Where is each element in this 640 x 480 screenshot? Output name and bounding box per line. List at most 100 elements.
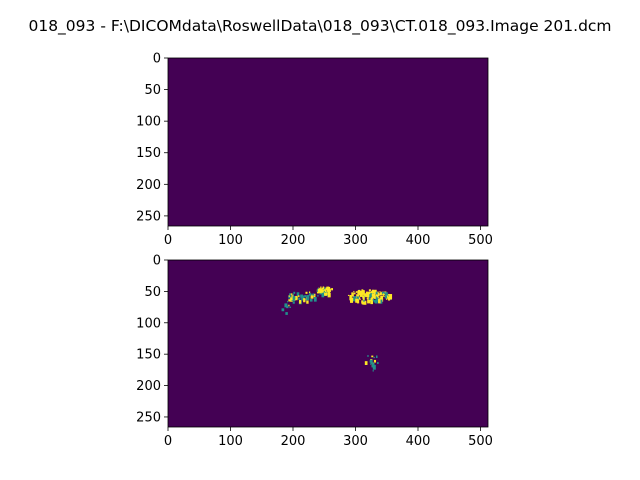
heatmap-pixel xyxy=(371,292,373,296)
heatmap-pixel xyxy=(367,294,370,297)
heatmap-pixel xyxy=(313,293,316,296)
heatmap-pixel xyxy=(379,291,381,293)
heatmap-pixel xyxy=(290,297,293,302)
heatmap-pixel xyxy=(292,296,296,300)
heatmap-pixel xyxy=(373,295,376,299)
x-tick-label: 200 xyxy=(281,233,306,248)
heatmap-pixel xyxy=(323,290,325,292)
heatmap-pixel xyxy=(372,369,374,372)
heatmap-pixel xyxy=(367,355,369,357)
y-tick-label: 250 xyxy=(136,410,161,425)
heatmap-pixel xyxy=(290,293,293,295)
heatmap-pixel xyxy=(324,292,327,296)
heatmap-pixel xyxy=(362,290,365,295)
heatmap-pixel xyxy=(318,287,320,289)
heatmap-pixel xyxy=(303,298,306,303)
heatmap-pixel xyxy=(357,292,359,294)
heatmap-pixel xyxy=(288,295,290,297)
top-heatmap-panel: 0 100 200 300 400 500 0 50 100 150 200 250 xyxy=(136,52,493,249)
heatmap-pixel xyxy=(389,294,393,299)
heatmap-pixel xyxy=(375,291,378,295)
heatmap-pixel xyxy=(288,304,290,307)
heatmap-pixel xyxy=(327,289,331,294)
heatmap-pixel xyxy=(309,298,313,302)
heatmap-pixel xyxy=(289,293,292,296)
heatmap-pixel xyxy=(286,300,289,303)
heatmap-pixel xyxy=(374,289,377,294)
heatmap-pixel xyxy=(368,289,371,292)
heatmap-pixel xyxy=(321,291,324,293)
heatmap-pixel xyxy=(367,292,369,295)
heatmap-pixel xyxy=(322,286,325,289)
x-tick-label: 200 xyxy=(281,434,306,449)
axes-frame xyxy=(167,57,489,227)
heatmap-pixel xyxy=(325,287,328,290)
heatmap-pixel xyxy=(373,359,377,363)
y-tick-label: 150 xyxy=(136,348,161,363)
heatmap-pixel xyxy=(320,286,322,289)
heatmap-pixel xyxy=(371,297,374,300)
heatmap-pixel xyxy=(319,289,322,294)
y-tick-label: 100 xyxy=(136,316,161,331)
bright-region xyxy=(281,299,295,315)
heatmap-pixel xyxy=(361,300,365,305)
bright-region xyxy=(347,289,393,305)
heatmap-pixel xyxy=(370,363,372,365)
heatmap-pixel xyxy=(373,356,375,359)
heatmap-pixel xyxy=(284,303,288,308)
heatmap-pixel xyxy=(293,291,296,294)
heatmap-pixel xyxy=(375,296,377,299)
heatmap-pixel xyxy=(327,288,330,291)
heatmap-pixel xyxy=(331,288,334,291)
heatmap-pixel xyxy=(359,291,363,297)
heatmap-pixel xyxy=(291,300,293,302)
y-tick-label: 100 xyxy=(136,115,161,130)
heatmap-pixel xyxy=(320,288,323,292)
x-tick-label: 500 xyxy=(468,434,493,449)
bright-region xyxy=(364,355,379,372)
heatmap-pixel xyxy=(291,295,294,299)
heatmap-pixel xyxy=(381,291,385,295)
heatmap-pixel xyxy=(369,292,372,298)
heatmap-pixel xyxy=(350,297,354,301)
heatmap-pixel xyxy=(369,360,372,363)
heatmap-pixel xyxy=(378,296,380,299)
heatmap-pixel xyxy=(372,298,375,302)
heatmap-pixel xyxy=(363,299,365,302)
heatmap-pixel xyxy=(349,295,352,297)
y-tick-label: 150 xyxy=(136,146,161,161)
y-tick-label: 200 xyxy=(136,379,161,394)
heatmap-pixel xyxy=(369,359,373,363)
heatmap-pixel xyxy=(363,294,365,297)
heatmap-pixel xyxy=(379,292,382,296)
heatmap-pixel xyxy=(387,296,391,301)
heatmap-pixel xyxy=(382,293,384,295)
heatmap-pixel xyxy=(358,289,361,294)
heatmap-pixel xyxy=(356,296,360,300)
heatmap-image xyxy=(168,58,488,226)
x-tick-label: 400 xyxy=(406,434,431,449)
heatmap-pixel xyxy=(353,292,356,295)
heatmap-pixel xyxy=(308,291,311,294)
heatmap-pixel xyxy=(285,312,288,315)
heatmap-pixel xyxy=(375,294,379,298)
heatmap-pixel xyxy=(288,299,291,302)
heatmap-pixel xyxy=(380,295,384,299)
heatmap-pixel xyxy=(299,299,302,304)
heatmap-pixel xyxy=(370,361,373,364)
heatmap-pixel xyxy=(321,292,324,296)
y-tick-label: 250 xyxy=(136,209,161,224)
bottom-heatmap-panel: 0 100 200 300 400 500 0 50 100 150 200 250 xyxy=(136,254,493,450)
heatmap-pixel xyxy=(356,294,359,298)
heatmap-pixel xyxy=(296,292,300,297)
x-tick-label: 400 xyxy=(406,233,431,248)
heatmap-pixel xyxy=(362,296,365,299)
heatmap-pixel xyxy=(292,293,294,296)
heatmap-pixel xyxy=(370,291,373,294)
heatmap-pixel xyxy=(368,297,371,300)
heatmap-pixel xyxy=(368,291,371,295)
heatmap-pixel xyxy=(306,300,309,304)
heatmap-pixel xyxy=(371,363,375,368)
axes-frame xyxy=(167,259,489,428)
heatmap-pixel xyxy=(351,292,354,297)
